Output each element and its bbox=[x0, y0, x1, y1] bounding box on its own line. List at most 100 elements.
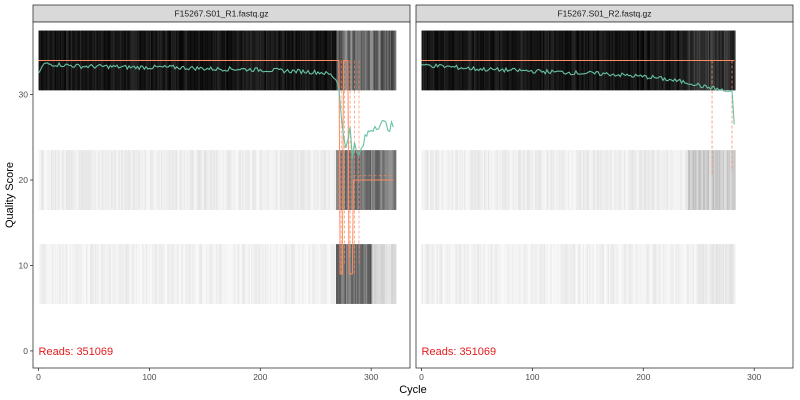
heatmap-cell bbox=[59, 244, 62, 304]
heatmap-cell bbox=[582, 150, 585, 210]
heatmap-cell bbox=[356, 30, 358, 91]
heatmap-cell bbox=[236, 244, 238, 304]
heatmap-cell bbox=[227, 244, 229, 304]
heatmap-cell bbox=[302, 150, 304, 210]
heatmap-cell bbox=[316, 244, 318, 304]
heatmap-cell bbox=[511, 150, 514, 210]
heatmap-cell bbox=[695, 150, 697, 210]
heatmap-cell bbox=[107, 150, 109, 210]
heatmap-cell bbox=[206, 150, 208, 210]
heatmap-cell bbox=[253, 244, 256, 304]
heatmap-cell bbox=[317, 150, 319, 210]
heatmap-cell bbox=[104, 244, 107, 304]
heatmap-cell bbox=[732, 244, 735, 304]
heatmap-cell bbox=[274, 244, 277, 304]
heatmap-cell bbox=[363, 30, 366, 91]
heatmap-cell bbox=[248, 150, 251, 210]
heatmap-cell bbox=[268, 150, 271, 210]
heatmap-cell bbox=[667, 244, 670, 304]
heatmap-cell bbox=[621, 150, 624, 210]
heatmap-cell bbox=[507, 150, 510, 210]
heatmap-cell bbox=[670, 150, 672, 210]
heatmap-cell bbox=[293, 244, 296, 304]
heatmap-cell bbox=[346, 244, 348, 304]
heatmap-cell bbox=[489, 150, 491, 210]
heatmap-cell bbox=[422, 150, 425, 210]
heatmap-cell bbox=[298, 244, 301, 304]
heatmap-cell bbox=[709, 244, 711, 304]
heatmap-cell bbox=[303, 150, 306, 210]
heatmap-cell bbox=[368, 30, 371, 91]
heatmap-cell bbox=[71, 150, 73, 210]
heatmap-cell bbox=[479, 244, 481, 304]
heatmap-cell bbox=[467, 244, 470, 304]
heatmap-cell bbox=[637, 244, 640, 304]
heatmap-cell bbox=[632, 244, 635, 304]
heatmap-cell bbox=[542, 150, 545, 210]
heatmap-cell bbox=[187, 244, 189, 304]
heatmap-cell bbox=[101, 150, 103, 210]
heatmap-cell bbox=[631, 150, 634, 210]
heatmap-cell bbox=[717, 244, 720, 304]
heatmap-cell bbox=[616, 150, 619, 210]
mean-quality-line bbox=[38, 61, 394, 158]
heatmap-cell bbox=[705, 150, 707, 210]
heatmap-cell bbox=[526, 150, 529, 210]
heatmap-cell bbox=[491, 150, 494, 210]
heatmap-cell bbox=[429, 150, 431, 210]
heatmap-cell bbox=[366, 244, 368, 304]
heatmap-cell bbox=[727, 150, 730, 210]
heatmap-cell bbox=[502, 244, 505, 304]
heatmap-cell bbox=[222, 244, 224, 304]
heatmap-cell bbox=[271, 244, 273, 304]
heatmap-cell bbox=[471, 150, 474, 210]
heatmap-cell bbox=[251, 150, 253, 210]
heatmap-cell bbox=[202, 150, 204, 210]
heatmap-cell bbox=[307, 150, 309, 210]
heatmap-cell bbox=[517, 150, 520, 210]
heatmap-cell bbox=[589, 244, 591, 304]
heatmap-cell bbox=[645, 150, 647, 210]
heatmap-cell bbox=[173, 244, 176, 304]
heatmap-cell bbox=[106, 244, 108, 304]
heatmap-cell bbox=[600, 150, 602, 210]
heatmap-cell bbox=[552, 150, 555, 210]
heatmap-cell bbox=[347, 244, 349, 304]
heatmap-cell bbox=[243, 244, 246, 304]
heatmap-cell bbox=[173, 150, 176, 210]
heatmap-cell bbox=[214, 150, 217, 210]
heatmap-cell bbox=[654, 244, 656, 304]
heatmap-cell bbox=[54, 150, 57, 210]
heatmap-cell bbox=[341, 30, 343, 91]
heatmap-cell bbox=[188, 150, 191, 210]
heatmap-cell bbox=[690, 150, 692, 210]
heatmap-cell bbox=[299, 244, 302, 304]
heatmap-cell bbox=[449, 150, 451, 210]
y-tick-label: 0 bbox=[23, 346, 28, 356]
heatmap-cell bbox=[282, 244, 284, 304]
heatmap-cell bbox=[182, 244, 184, 304]
heatmap-cell bbox=[724, 150, 726, 210]
heatmap-cell bbox=[82, 244, 84, 304]
heatmap-cell bbox=[138, 150, 141, 210]
heatmap-cell bbox=[148, 244, 151, 304]
heatmap-cell bbox=[512, 150, 515, 210]
heatmap-cell bbox=[724, 244, 726, 304]
heatmap-cell bbox=[512, 244, 515, 304]
heatmap-cell bbox=[534, 150, 536, 210]
heatmap-cell bbox=[174, 244, 177, 304]
heatmap-cell bbox=[439, 244, 441, 304]
heatmap-cell bbox=[575, 244, 577, 304]
heatmap-cell bbox=[646, 150, 649, 210]
heatmap-cell bbox=[609, 150, 611, 210]
heatmap-cell bbox=[163, 150, 166, 210]
heatmap-cell bbox=[647, 244, 650, 304]
heatmap-cell bbox=[258, 244, 261, 304]
heatmap-cell bbox=[516, 244, 519, 304]
heatmap-cell bbox=[374, 244, 377, 304]
heatmap-cell bbox=[685, 244, 687, 304]
heatmap-cell bbox=[606, 244, 609, 304]
heatmap-cell bbox=[234, 244, 237, 304]
heatmap-cell bbox=[162, 244, 164, 304]
